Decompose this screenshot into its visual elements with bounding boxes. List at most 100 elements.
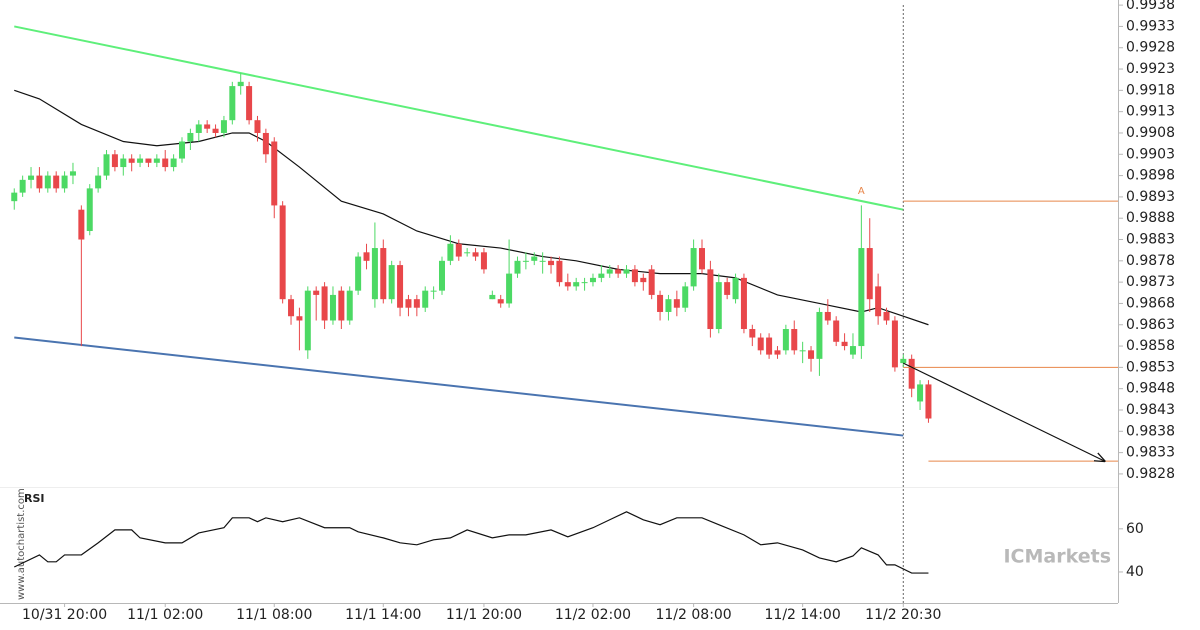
candle-body <box>858 248 865 347</box>
x-tick-label: 11/1 02:00 <box>127 607 203 623</box>
candle-body <box>673 299 680 308</box>
y-tick-label: 0.9888 <box>1126 210 1175 226</box>
candle-body <box>430 290 437 292</box>
watermark: www.autochartist.com <box>16 488 27 600</box>
candle-body <box>120 158 127 168</box>
candle-body <box>455 243 462 257</box>
candle-body <box>11 192 18 202</box>
candle-body <box>346 290 353 321</box>
candle-body <box>36 175 43 189</box>
candle-body <box>841 341 848 347</box>
candle-body <box>246 86 253 121</box>
candle-body <box>195 124 202 133</box>
candle-body <box>262 132 269 155</box>
candle-body <box>514 260 521 274</box>
candle-body <box>589 277 596 283</box>
rsi-label: RSI <box>24 492 45 505</box>
candle-body <box>95 175 102 189</box>
candle-body <box>749 329 756 338</box>
y-tick-label: 0.9928 <box>1126 40 1175 56</box>
candle-body <box>715 282 722 330</box>
candle-body <box>648 269 655 295</box>
candle-body <box>329 294 336 321</box>
candle-body <box>363 252 370 261</box>
candle-body <box>732 277 739 300</box>
candle-body <box>288 299 295 317</box>
y-tick-label: 0.9878 <box>1126 253 1175 269</box>
candle-body <box>128 158 135 163</box>
forecast-arrow <box>903 362 1104 461</box>
candle-body <box>883 311 890 321</box>
candle-body <box>833 320 840 342</box>
candle-body <box>799 350 806 352</box>
x-tick-label: 11/1 14:00 <box>345 607 421 623</box>
candle-body <box>170 158 177 168</box>
y-tick-label: 0.9868 <box>1126 295 1175 311</box>
candle-body <box>254 120 261 133</box>
candle-body <box>271 141 278 206</box>
y-tick-label: 0.9898 <box>1126 168 1175 184</box>
candle-body <box>531 256 538 261</box>
y-tick-label: 0.9918 <box>1126 82 1175 98</box>
candle-body <box>564 282 571 287</box>
candle-body <box>44 175 51 189</box>
candle-body <box>682 286 689 308</box>
y-tick-label: 0.9828 <box>1126 466 1175 482</box>
candle-body <box>413 299 420 308</box>
candle-body <box>824 311 831 321</box>
candle-body <box>497 299 504 304</box>
candle-body <box>137 158 144 163</box>
candle-body <box>657 294 664 312</box>
candle-body <box>816 311 823 359</box>
candle-body <box>380 248 387 300</box>
y-tick-label: 40 <box>1126 564 1144 580</box>
candle-body <box>808 350 815 359</box>
candle-body <box>204 124 211 129</box>
y-tick-label: 0.9873 <box>1126 274 1175 290</box>
candle-body <box>61 175 68 189</box>
candle-body <box>237 81 244 87</box>
candle-body <box>849 346 856 355</box>
candle-body <box>338 290 345 321</box>
candle-body <box>774 350 781 355</box>
y-tick-label: 0.9938 <box>1126 0 1175 13</box>
candle-body <box>472 252 479 257</box>
candle-body <box>866 248 873 300</box>
candle-body <box>740 277 747 330</box>
trend-line <box>14 336 904 437</box>
candle-body <box>220 120 227 133</box>
y-tick-label: 0.9903 <box>1126 146 1175 162</box>
candle-body <box>447 243 454 261</box>
y-tick-label: 0.9843 <box>1126 402 1175 418</box>
candle-body <box>86 188 93 231</box>
candle-body <box>640 277 647 283</box>
candle-body <box>522 260 529 262</box>
x-tick-label: 11/1 08:00 <box>236 607 312 623</box>
candle-body <box>422 290 429 308</box>
logo: ICMarkets <box>1003 546 1111 568</box>
candle-body <box>355 256 362 291</box>
candle-body <box>506 273 513 304</box>
candle-body <box>573 282 580 287</box>
candle-body <box>145 158 152 163</box>
candle-body <box>480 252 487 270</box>
candle-body <box>153 158 160 163</box>
candle-body <box>623 269 630 274</box>
candle-body <box>296 316 303 321</box>
candle-body <box>53 175 60 189</box>
candle-body <box>539 260 546 262</box>
y-tick-label: 0.9863 <box>1126 317 1175 333</box>
candle-body <box>78 209 85 240</box>
y-tick-label: 0.9883 <box>1126 232 1175 248</box>
x-tick-label: 11/2 20:30 <box>865 607 941 623</box>
candle-body <box>925 384 932 419</box>
x-tick-label: 11/1 20:00 <box>446 607 522 623</box>
trend-line <box>14 25 904 211</box>
candle-body <box>439 260 445 291</box>
x-tick-label: 10/31 20:00 <box>22 607 107 623</box>
candle-body <box>707 269 714 330</box>
candle-body <box>690 248 697 287</box>
candle-body <box>548 260 555 266</box>
rsi-line <box>13 511 929 574</box>
